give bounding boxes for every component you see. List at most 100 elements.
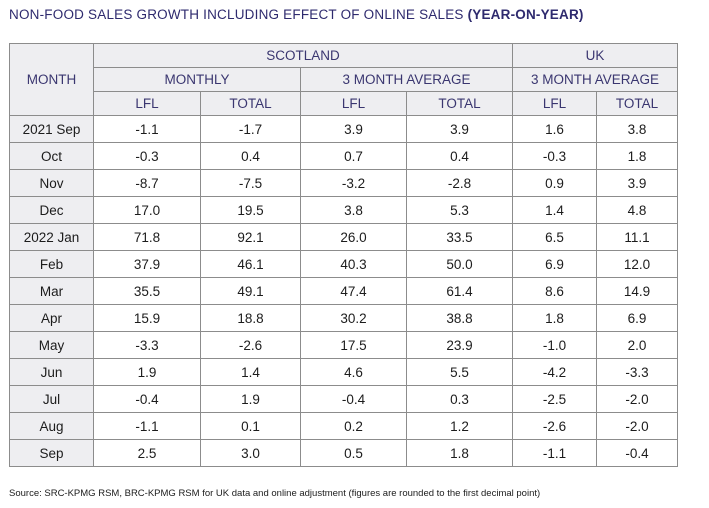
table-row: Oct -0.3 0.4 0.7 0.4 -0.3 1.8 <box>9 142 679 170</box>
sales-growth-table: MONTH SCOTLAND UK MONTHLY 3 MONTH AVERAG… <box>9 43 679 467</box>
value-cell: 5.3 <box>405 196 514 224</box>
value-cell: 92.1 <box>200 223 301 251</box>
value-cell: 18.8 <box>200 304 301 332</box>
month-cell: Dec <box>9 196 94 224</box>
scotland-monthly-header: MONTHLY <box>93 67 301 92</box>
value-cell: 1.4 <box>512 196 598 224</box>
table-row: Dec 17.0 19.5 3.8 5.3 1.4 4.8 <box>9 196 679 224</box>
value-cell: 50.0 <box>405 250 514 278</box>
value-cell: 3.9 <box>405 115 514 143</box>
month-cell: Mar <box>9 277 94 305</box>
value-cell: -7.5 <box>200 169 301 197</box>
value-cell: 40.3 <box>300 250 407 278</box>
value-cell: 47.4 <box>300 277 407 305</box>
value-cell: 35.5 <box>93 277 201 305</box>
value-cell: -2.6 <box>200 331 301 359</box>
month-cell: 2021 Sep <box>9 115 94 143</box>
title-suffix: (YEAR-ON-YEAR) <box>467 7 584 22</box>
month-cell: Aug <box>9 412 94 440</box>
value-cell: 1.8 <box>512 304 598 332</box>
value-cell: -1.7 <box>200 115 301 143</box>
value-cell: 37.9 <box>93 250 201 278</box>
value-cell: -0.3 <box>512 142 598 170</box>
value-cell: 1.9 <box>93 358 201 386</box>
value-cell: 2.0 <box>596 331 679 359</box>
table-row: May -3.3 -2.6 17.5 23.9 -1.0 2.0 <box>9 331 679 359</box>
value-cell: 0.5 <box>300 439 407 467</box>
table-row: 2021 Sep -1.1 -1.7 3.9 3.9 1.6 3.8 <box>9 115 679 143</box>
value-cell: 49.1 <box>200 277 301 305</box>
uk-header: UK <box>512 43 679 68</box>
header-row-region: MONTH SCOTLAND UK <box>9 43 679 116</box>
value-cell: 3.9 <box>300 115 407 143</box>
value-cell: -1.1 <box>93 115 201 143</box>
value-cell: 26.0 <box>300 223 407 251</box>
value-cell: -3.3 <box>596 358 679 386</box>
uk-3month-total-header: TOTAL <box>596 91 679 116</box>
value-cell: 33.5 <box>405 223 514 251</box>
value-cell: 17.0 <box>93 196 201 224</box>
value-cell: 12.0 <box>596 250 679 278</box>
value-cell: 61.4 <box>405 277 514 305</box>
month-cell: Jul <box>9 385 94 413</box>
value-cell: 5.5 <box>405 358 514 386</box>
table-body: 2021 Sep -1.1 -1.7 3.9 3.9 1.6 3.8 Oct -… <box>9 115 679 467</box>
value-cell: 0.9 <box>512 169 598 197</box>
value-cell: 0.7 <box>300 142 407 170</box>
table-header: MONTH SCOTLAND UK MONTHLY 3 MONTH AVERAG… <box>9 43 679 116</box>
month-cell: Nov <box>9 169 94 197</box>
uk-3month-header: 3 MONTH AVERAGE <box>512 67 679 92</box>
value-cell: 1.2 <box>405 412 514 440</box>
value-cell: -2.6 <box>512 412 598 440</box>
value-cell: 0.2 <box>300 412 407 440</box>
scotland-3month-total-header: TOTAL <box>405 91 514 116</box>
value-cell: 1.6 <box>512 115 598 143</box>
value-cell: -2.5 <box>512 385 598 413</box>
month-cell: May <box>9 331 94 359</box>
scotland-3month-header: 3 MONTH AVERAGE <box>299 67 514 92</box>
value-cell: 4.8 <box>596 196 679 224</box>
value-cell: -0.4 <box>93 385 201 413</box>
value-cell: -1.1 <box>512 439 598 467</box>
header-row-period: MONTHLY 3 MONTH AVERAGE 3 MONTH AVERAGE <box>10 67 679 92</box>
table-row: Jul -0.4 1.9 -0.4 0.3 -2.5 -2.0 <box>9 385 679 413</box>
value-cell: -0.3 <box>93 142 201 170</box>
value-cell: 14.9 <box>596 277 679 305</box>
table-row: Mar 35.5 49.1 47.4 61.4 8.6 14.9 <box>9 277 679 305</box>
value-cell: 0.3 <box>405 385 514 413</box>
month-cell: Feb <box>9 250 94 278</box>
value-cell: 0.1 <box>200 412 301 440</box>
value-cell: 17.5 <box>300 331 407 359</box>
value-cell: 1.4 <box>200 358 301 386</box>
value-cell: -2.8 <box>405 169 514 197</box>
scotland-monthly-lfl-header: LFL <box>93 91 201 116</box>
uk-3month-lfl-header: LFL <box>512 91 598 116</box>
value-cell: 38.8 <box>405 304 514 332</box>
value-cell: 1.8 <box>405 439 514 467</box>
value-cell: -8.7 <box>93 169 201 197</box>
value-cell: 3.8 <box>300 196 407 224</box>
value-cell: -0.4 <box>596 439 679 467</box>
value-cell: 19.5 <box>200 196 301 224</box>
value-cell: 4.6 <box>300 358 407 386</box>
value-cell: 71.8 <box>93 223 201 251</box>
value-cell: 1.8 <box>596 142 679 170</box>
table-row: Feb 37.9 46.1 40.3 50.0 6.9 12.0 <box>9 250 679 278</box>
value-cell: 30.2 <box>300 304 407 332</box>
value-cell: 6.9 <box>596 304 679 332</box>
table-row: Nov -8.7 -7.5 -3.2 -2.8 0.9 3.9 <box>9 169 679 197</box>
value-cell: 1.9 <box>200 385 301 413</box>
value-cell: 6.9 <box>512 250 598 278</box>
scotland-monthly-total-header: TOTAL <box>200 91 301 116</box>
value-cell: 15.9 <box>93 304 201 332</box>
month-cell: 2022 Jan <box>9 223 94 251</box>
month-cell: Sep <box>9 439 94 467</box>
value-cell: 2.5 <box>93 439 201 467</box>
value-cell: -4.2 <box>512 358 598 386</box>
month-cell: Apr <box>9 304 94 332</box>
table-row: Sep 2.5 3.0 0.5 1.8 -1.1 -0.4 <box>9 439 679 467</box>
source-note: Source: SRC-KPMG RSM, BRC-KPMG RSM for U… <box>9 488 541 499</box>
value-cell: 0.4 <box>405 142 514 170</box>
value-cell: 46.1 <box>200 250 301 278</box>
value-cell: -2.0 <box>596 385 679 413</box>
